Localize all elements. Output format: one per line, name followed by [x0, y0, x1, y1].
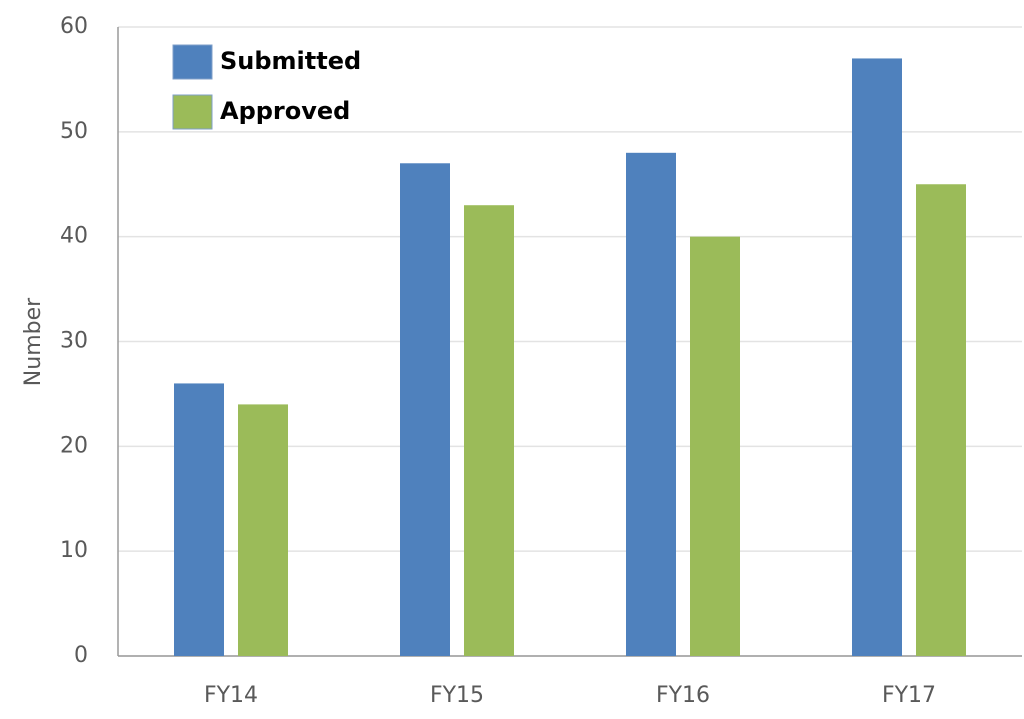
bar: [238, 404, 288, 656]
bar: [174, 383, 224, 656]
bar: [690, 236, 740, 656]
y-tick-label: 50: [60, 119, 88, 144]
legend-label: Submitted: [220, 47, 361, 75]
legend-label: Approved: [220, 97, 350, 125]
bar: [400, 163, 450, 657]
x-tick-label: FY15: [430, 683, 484, 708]
bar: [916, 184, 966, 656]
bar: [626, 152, 676, 657]
legend-swatch: [172, 94, 213, 130]
x-tick-label: FY17: [882, 683, 936, 708]
x-tick-label: FY14: [204, 683, 258, 708]
y-tick-label: 30: [60, 329, 88, 354]
y-axis-label: Number: [21, 297, 46, 386]
y-tick-label: 20: [60, 433, 88, 458]
legend-swatch: [172, 44, 213, 80]
x-tick-label: FY16: [656, 683, 710, 708]
bar: [464, 205, 514, 656]
y-tick-label: 40: [60, 224, 88, 249]
bar: [852, 58, 902, 656]
y-tick-label: 10: [60, 538, 88, 563]
y-tick-label: 60: [60, 14, 88, 39]
y-tick-label: 0: [74, 643, 88, 668]
